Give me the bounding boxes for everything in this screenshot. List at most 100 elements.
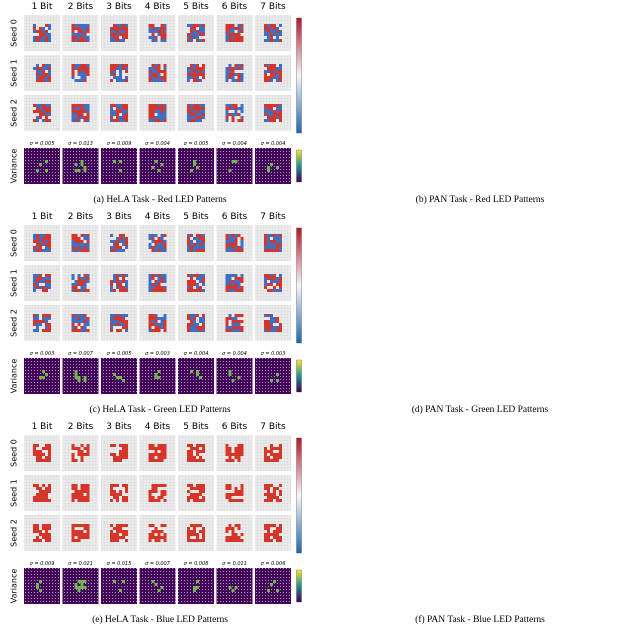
pattern-cells	[33, 484, 51, 502]
row-label: Variance	[10, 569, 19, 604]
variance-cells	[228, 160, 238, 172]
variance-cells	[36, 580, 42, 592]
pattern-cells	[187, 234, 205, 252]
colorbar	[296, 437, 302, 554]
variance-tile	[101, 148, 137, 184]
pattern-cells	[148, 484, 167, 502]
pattern-cells	[225, 104, 244, 122]
variance-cells	[270, 373, 279, 382]
sigma-label: σ = 0.009	[30, 561, 55, 567]
variance-tile	[139, 148, 176, 184]
pattern-cells	[33, 24, 48, 42]
pattern-cells	[187, 524, 205, 542]
variance-cells	[154, 370, 161, 379]
row-label: Seed 0	[10, 439, 19, 467]
panel-caption: (d) PAN Task - Green LED Patterns	[412, 404, 549, 415]
row-label: Seed 2	[10, 309, 19, 337]
pattern-cells	[264, 444, 282, 462]
pattern-cells	[36, 64, 51, 82]
row-label: Seed 2	[10, 519, 19, 547]
sigma-label: σ = 0.015	[107, 561, 132, 567]
pattern-cells	[33, 274, 51, 292]
column-header: 5 Bits	[183, 2, 209, 12]
pattern-cells	[110, 24, 128, 42]
sigma-label: σ = 0.011	[222, 561, 247, 567]
pattern-cells	[110, 234, 128, 252]
pattern-cells	[148, 274, 167, 292]
variance-cells	[36, 160, 48, 172]
sigma-label: σ = 0.005	[30, 141, 55, 147]
pattern-cells	[264, 64, 282, 82]
row-label: Variance	[10, 149, 19, 184]
column-header: 7 Bits	[260, 212, 286, 222]
pattern-cells	[148, 524, 167, 542]
pattern-cells	[228, 64, 244, 82]
column-header: 1 Bit	[32, 422, 53, 432]
pattern-cells	[225, 274, 244, 292]
variance-cells	[193, 580, 199, 592]
row-label: Seed 1	[10, 269, 19, 297]
pattern-cells	[190, 314, 205, 332]
pattern-cells	[33, 274, 51, 292]
pattern-cells	[148, 64, 167, 82]
pattern-cells	[148, 314, 167, 332]
sigma-label: σ = 0.021	[68, 561, 93, 567]
colorbar	[296, 227, 302, 344]
pattern-cells	[225, 314, 241, 332]
pattern-cells	[264, 274, 282, 292]
sigma-label: σ = 0.003	[30, 351, 55, 357]
pattern-cells	[71, 274, 90, 292]
pattern-cells	[71, 64, 90, 82]
pattern-cells	[71, 104, 90, 122]
pattern-cells	[110, 104, 128, 122]
pattern-cells	[71, 104, 90, 122]
pattern-cells	[71, 484, 90, 502]
column-header: 7 Bits	[260, 2, 286, 12]
panel-caption: (a) HeLA Task - Red LED Patterns	[93, 194, 226, 205]
sigma-label: σ = 0.004	[261, 141, 286, 147]
row-label: Seed 2	[10, 99, 19, 127]
pattern-cells	[264, 24, 282, 42]
variance-tile	[255, 358, 291, 394]
sigma-label: σ = 0.004	[145, 141, 170, 147]
variance-cells	[267, 163, 279, 172]
sigma-label: σ = 0.008	[184, 561, 209, 567]
variance-cells	[267, 580, 279, 592]
pattern-cells	[264, 314, 282, 332]
pattern-cells	[225, 64, 244, 82]
sigma-label: σ = 0.003	[145, 351, 170, 357]
pattern-cells	[264, 524, 282, 542]
pattern-cells	[71, 274, 90, 292]
variance-cells	[74, 580, 87, 592]
pattern-cells	[110, 314, 128, 332]
pattern-cells	[33, 24, 51, 42]
sigma-label: σ = 0.003	[261, 351, 286, 357]
colorbar	[296, 149, 302, 183]
variance-cells	[228, 586, 238, 592]
column-header: 3 Bits	[106, 212, 132, 222]
column-header: 3 Bits	[106, 2, 132, 12]
variance-tile	[178, 148, 214, 184]
pattern-cells	[71, 314, 90, 332]
pattern-cells	[148, 104, 167, 122]
sigma-label: σ = 0.005	[107, 351, 132, 357]
pattern-cells	[33, 314, 51, 332]
variance-cells	[39, 370, 48, 379]
pattern-cells	[71, 444, 90, 462]
pattern-cells	[148, 444, 167, 462]
pattern-cells	[148, 104, 167, 122]
sigma-label: σ = 0.004	[222, 351, 247, 357]
pattern-cells	[225, 24, 244, 42]
sigma-label: σ = 0.007	[145, 561, 171, 567]
sigma-label: σ = 0.007	[68, 351, 94, 357]
row-label: Seed 1	[10, 59, 19, 87]
colorbar	[296, 359, 302, 393]
pattern-cells	[110, 24, 128, 42]
panel-caption: (e) HeLA Task - Blue LED Patterns	[92, 614, 228, 625]
pattern-cells	[33, 444, 51, 462]
pattern-cells	[264, 314, 279, 332]
column-header: 7 Bits	[260, 422, 286, 432]
row-label: Seed 0	[10, 229, 19, 257]
column-header: 5 Bits	[183, 212, 209, 222]
panel-caption: (c) HeLA Task - Green LED Patterns	[89, 404, 230, 415]
